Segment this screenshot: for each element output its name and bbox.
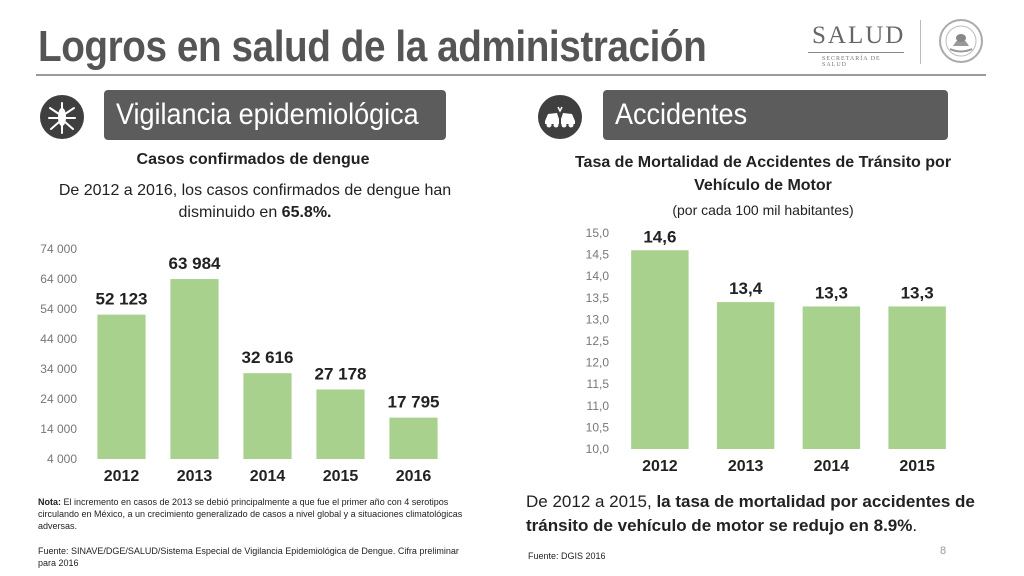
accidents-bar-chart: 10,0 10,5 11,0 11,5 12,0 12,5 13,0 13,5 14,0 14,5…: [586, 226, 946, 475]
y-tick-label: 4 000: [47, 452, 77, 466]
page-title: Logros en salud de la administración: [38, 22, 707, 71]
y-tick-label: 14 000: [40, 422, 77, 436]
salud-logo: SALUD SECRETARÍA DE SALUD: [808, 18, 908, 68]
y-tick-label: 14,0: [586, 269, 610, 283]
dengue-bar-chart: 4 000 14 000 24 000 34 000 44 000 54 000 64 00…: [40, 242, 440, 485]
section-header-label: Vigilancia epidemiológica: [116, 98, 419, 131]
dengue-chart-title: Casos confirmados de dengue: [136, 151, 370, 168]
y-tick-label: 64 000: [40, 272, 77, 286]
x-tick-label: 2014: [250, 468, 286, 485]
logo-subtitle: SECRETARÍA DE SALUD: [822, 56, 881, 68]
bar: [97, 314, 146, 459]
title-divider: [36, 74, 986, 76]
bar: [888, 306, 946, 449]
data-label: 52 123: [96, 290, 148, 309]
accidents-chart-subtitle: (por cada 100 mil habitantes): [672, 202, 854, 218]
data-label: 32 616: [242, 348, 294, 367]
data-label: 13,3: [901, 283, 934, 302]
bar: [389, 417, 438, 459]
x-tick-label: 2013: [728, 458, 764, 475]
y-tick-label: 12,0: [586, 356, 610, 370]
car-crash-icon: [538, 95, 582, 139]
y-tick-label: 24 000: [40, 392, 77, 406]
data-label: 17 795: [388, 393, 440, 412]
y-tick-label: 34 000: [40, 362, 77, 376]
bar: [243, 373, 292, 459]
data-label: 14,6: [643, 227, 676, 246]
x-tick-label: 2015: [323, 468, 359, 485]
national-seal-icon: [939, 19, 983, 63]
x-tick-label: 2014: [814, 458, 850, 475]
y-tick-label: 14,5: [586, 248, 610, 262]
y-tick-label: 10,5: [586, 420, 610, 434]
y-tick-label: 10,0: [586, 442, 610, 456]
bar: [716, 302, 775, 449]
bar: [170, 279, 219, 459]
data-label: 13,4: [729, 279, 763, 298]
dengue-source: Fuente: SINAVE/DGE/SALUD/Sistema Especia…: [38, 546, 459, 568]
x-tick-label: 2016: [396, 468, 432, 485]
logo-divider: [920, 20, 921, 64]
section-header-label: Accidentes: [615, 98, 748, 131]
y-tick-label: 13,5: [586, 291, 610, 305]
y-tick-label: 11,0: [587, 399, 610, 413]
section-header-accidentes: Accidentes: [603, 90, 948, 140]
y-tick-label: 11,5: [587, 377, 610, 391]
logo-name: SALUD: [812, 22, 906, 49]
dengue-summary: De 2012 a 2016, los casos confirmados de…: [58, 182, 452, 221]
y-tick-label: 15,0: [586, 226, 610, 240]
mosquito-icon: [40, 95, 84, 139]
data-label: 13,3: [815, 283, 848, 302]
y-tick-label: 13,0: [586, 312, 610, 326]
bar: [631, 250, 689, 449]
bar: [802, 306, 861, 449]
dengue-note: Nota: El incremento en casos de 2013 se …: [38, 497, 463, 531]
y-tick-label: 54 000: [40, 302, 77, 316]
page-number: 8: [940, 545, 947, 557]
accidents-source: Fuente: DGIS 2016: [528, 551, 606, 561]
accidents-chart-title-line1: Tasa de Mortalidad de Accidentes de Trán…: [574, 154, 952, 171]
y-tick-label: 74 000: [40, 242, 77, 256]
x-tick-label: 2012: [104, 468, 140, 485]
y-tick-label: 44 000: [40, 332, 77, 346]
accidents-summary: De 2012 a 2015, la tasa de mortalidad po…: [526, 492, 975, 535]
y-tick-label: 12,5: [586, 334, 610, 348]
x-tick-label: 2013: [177, 468, 213, 485]
data-label: 63 984: [169, 254, 222, 273]
x-tick-label: 2012: [642, 458, 678, 475]
section-header-vigilancia: Vigilancia epidemiológica: [104, 90, 446, 140]
x-tick-label: 2015: [899, 458, 935, 475]
data-label: 27 178: [315, 364, 367, 383]
bar: [316, 389, 365, 459]
accidents-chart-title-line2: Vehículo de Motor: [694, 177, 832, 194]
